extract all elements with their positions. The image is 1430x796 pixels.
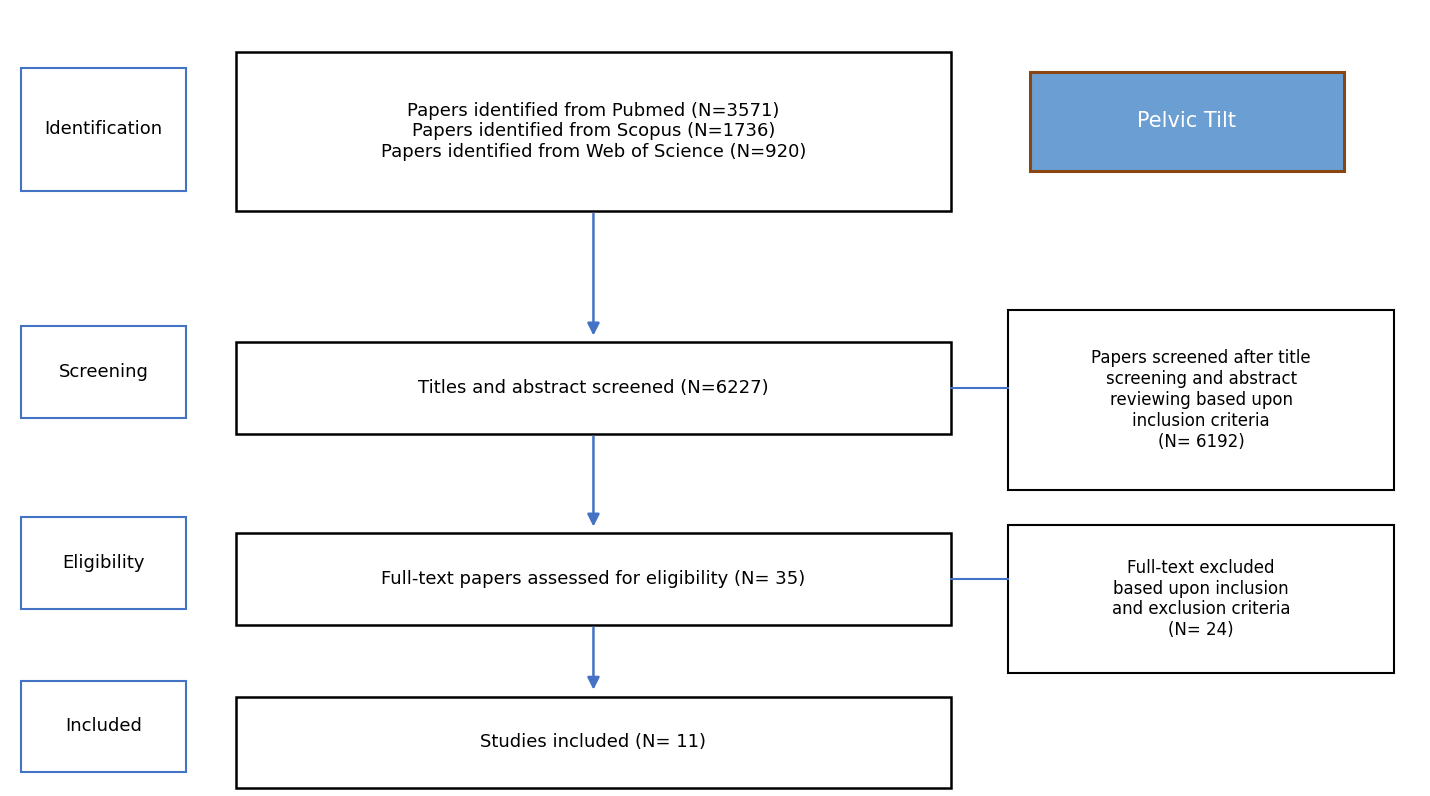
Text: Identification: Identification bbox=[44, 120, 163, 139]
Text: Studies included (N= 11): Studies included (N= 11) bbox=[480, 733, 706, 751]
Text: Full-text papers assessed for eligibility (N= 35): Full-text papers assessed for eligibilit… bbox=[382, 570, 805, 588]
Text: Screening: Screening bbox=[59, 363, 149, 381]
FancyBboxPatch shape bbox=[1030, 72, 1344, 171]
FancyBboxPatch shape bbox=[21, 68, 186, 191]
Text: Full-text excluded
based upon inclusion
and exclusion criteria
(N= 24): Full-text excluded based upon inclusion … bbox=[1113, 559, 1290, 639]
FancyBboxPatch shape bbox=[21, 326, 186, 418]
FancyBboxPatch shape bbox=[236, 696, 951, 788]
FancyBboxPatch shape bbox=[1008, 310, 1394, 490]
Text: Papers identified from Pubmed (N=3571)
Papers identified from Scopus (N=1736)
Pa: Papers identified from Pubmed (N=3571) P… bbox=[380, 102, 807, 161]
Text: Pelvic Tilt: Pelvic Tilt bbox=[1137, 111, 1237, 131]
FancyBboxPatch shape bbox=[21, 517, 186, 609]
FancyBboxPatch shape bbox=[1008, 525, 1394, 673]
Text: Papers screened after title
screening and abstract
reviewing based upon
inclusio: Papers screened after title screening an… bbox=[1091, 349, 1311, 451]
Text: Included: Included bbox=[66, 717, 142, 736]
FancyBboxPatch shape bbox=[236, 52, 951, 211]
FancyBboxPatch shape bbox=[236, 533, 951, 625]
FancyBboxPatch shape bbox=[236, 342, 951, 434]
Text: Titles and abstract screened (N=6227): Titles and abstract screened (N=6227) bbox=[418, 379, 769, 397]
Text: Eligibility: Eligibility bbox=[63, 554, 144, 572]
FancyBboxPatch shape bbox=[21, 681, 186, 772]
